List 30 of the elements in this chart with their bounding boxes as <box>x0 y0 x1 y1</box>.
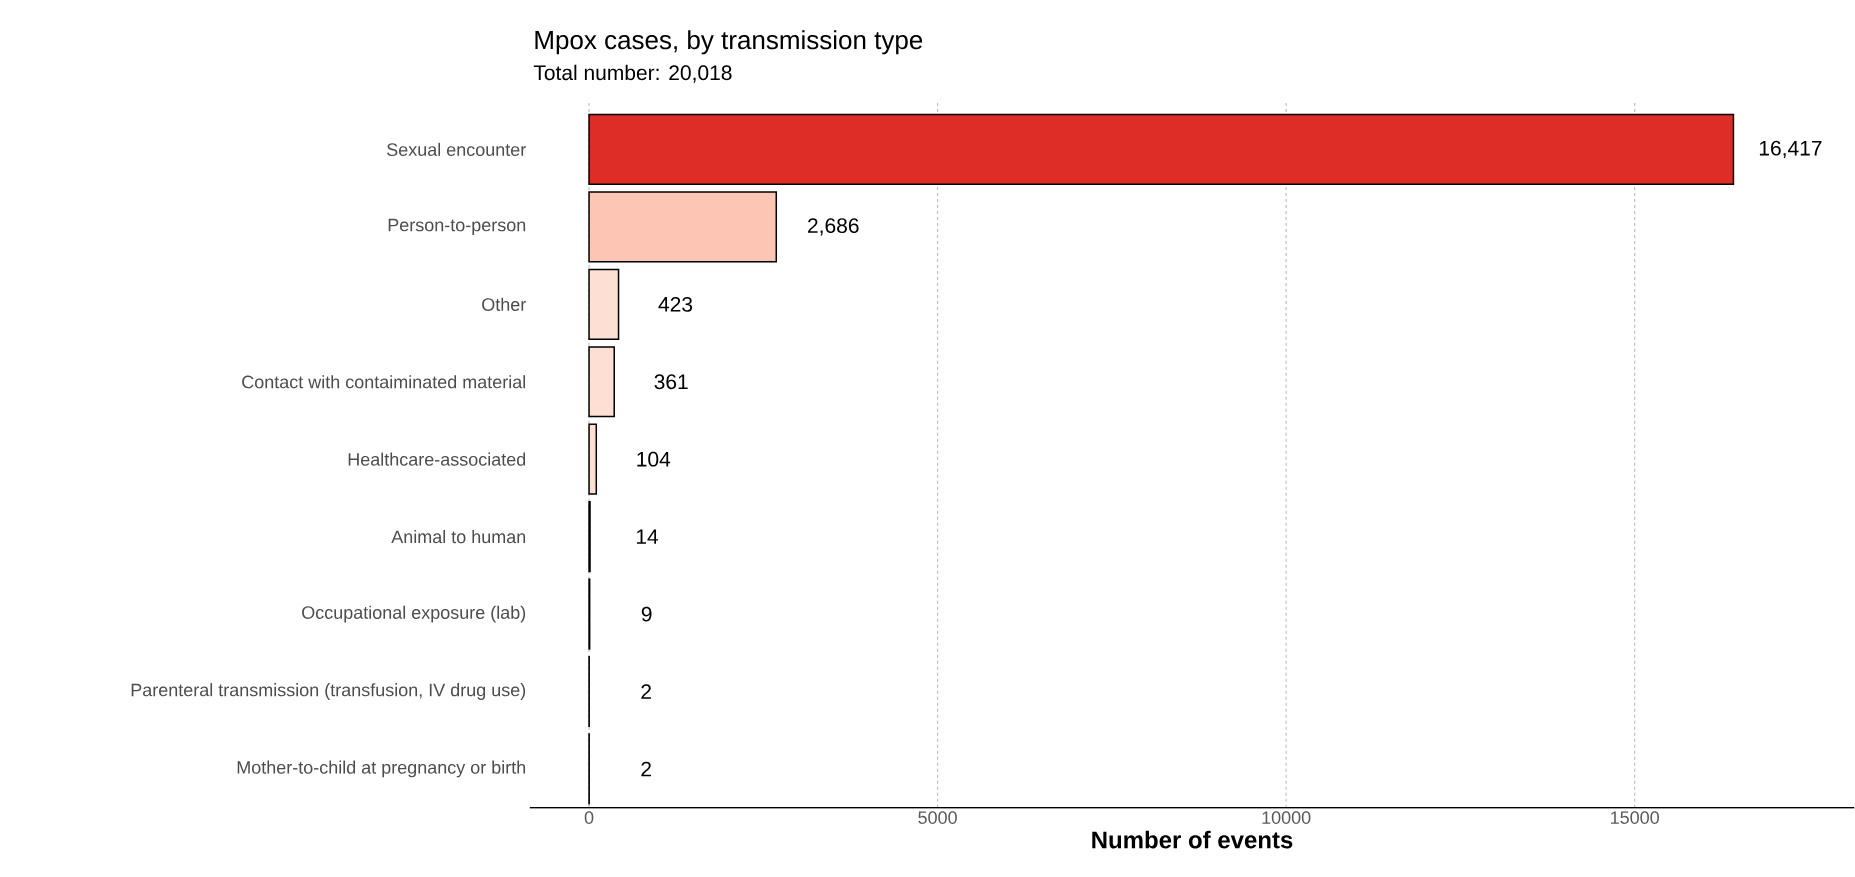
y-tick-label: Sexual encounter <box>387 142 526 157</box>
data-label: 14 <box>636 529 659 545</box>
bar <box>588 191 778 263</box>
y-tick-label: Healthcare-associated <box>348 452 526 466</box>
bar <box>588 423 598 495</box>
x-tick-label: 15000 <box>1611 811 1659 825</box>
data-label: 2 <box>641 761 651 777</box>
bar <box>588 268 620 341</box>
y-tick-label: Other <box>482 297 526 312</box>
y-tick-label: Person-to-person <box>388 218 526 236</box>
y-tick-label: Contact with contaiminated material <box>242 375 526 389</box>
data-label: 2 <box>641 684 651 700</box>
y-tick-label: Animal to human <box>391 530 526 544</box>
bar <box>588 346 615 418</box>
data-label: 423 <box>658 297 693 312</box>
x-axis-title: Number of events <box>1092 830 1293 849</box>
data-label: 104 <box>637 451 671 467</box>
x-tick-label: 5000 <box>918 811 957 825</box>
chart-subtitle: Total number: 20,018 <box>533 64 732 83</box>
bar <box>588 114 1735 186</box>
data-label: 9 <box>641 606 652 622</box>
data-label: 361 <box>654 374 688 390</box>
x-tick-label: 10000 <box>1262 811 1311 825</box>
x-tick-label: 0 <box>584 811 594 825</box>
chart-title: Mpox cases, by transmission type <box>535 30 923 55</box>
y-tick-label: Mother-to-child at pregnancy or birth <box>237 760 526 778</box>
y-tick-label: Occupational exposure (lab) <box>302 605 526 623</box>
y-tick-label: Parenteral transmission (transfusion, IV drug use) <box>131 683 526 701</box>
data-label: 16,417 <box>1759 140 1822 159</box>
data-label: 2,686 <box>808 218 859 236</box>
